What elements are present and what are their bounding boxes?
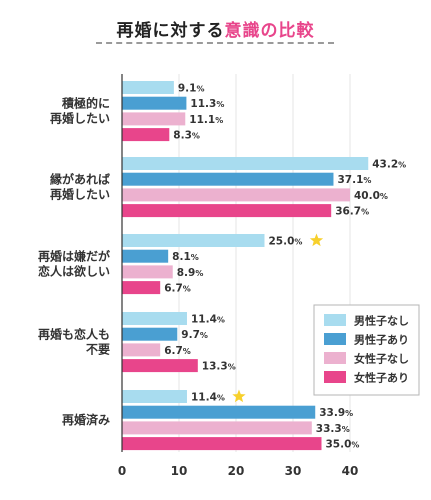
bar	[122, 249, 169, 263]
bar-value-label: 9.7%	[181, 329, 208, 341]
legend-swatch	[324, 333, 346, 345]
bar-value-label: 40.0%	[354, 190, 388, 202]
bar-value-label: 8.3%	[173, 130, 200, 142]
bar-value-label: 8.9%	[177, 267, 204, 279]
category-label: 再婚は嫌だが	[38, 249, 110, 264]
chart-title-accent: 意識の比較	[224, 21, 315, 41]
bar-value-label: 25.0%	[269, 236, 303, 248]
star-marker	[232, 389, 246, 403]
star-marker	[309, 233, 324, 247]
bar-value-label: 43.2%	[372, 159, 406, 171]
bar	[122, 265, 173, 279]
bar-value-label: 9.1%	[178, 83, 205, 95]
bar	[122, 312, 187, 325]
bar-value-label: 11.3%	[190, 98, 224, 110]
bar-value-label: 33.9%	[319, 407, 353, 419]
category-label: 再婚したい	[50, 187, 110, 202]
bar	[122, 327, 178, 341]
bar	[122, 390, 187, 403]
legend-label: 女性子あり	[354, 371, 409, 385]
category-label: 不要	[86, 342, 110, 357]
bar-value-label: 37.1%	[337, 174, 371, 186]
bar-value-label: 6.7%	[164, 345, 191, 357]
bar	[122, 405, 316, 419]
bar	[122, 343, 161, 357]
chart-title-block: 再婚に対する意識の比較	[0, 0, 431, 50]
bar-value-label: 8.1%	[172, 251, 199, 263]
x-tick-label: 40	[342, 464, 359, 478]
category-label: 再婚も恋人も	[38, 327, 110, 342]
bar	[122, 204, 332, 218]
bar	[122, 128, 170, 142]
x-tick-label: 0	[118, 464, 126, 478]
category-label: 恋人は欲しい	[38, 264, 110, 279]
bar-value-label: 36.7%	[335, 206, 369, 218]
category-label: 積極的に	[61, 96, 110, 111]
category-label: 縁があれば	[50, 172, 110, 187]
legend-swatch	[324, 371, 346, 383]
chart-title: 再婚に対する意識の比較	[0, 16, 431, 41]
bar	[122, 281, 161, 295]
bar-value-label: 33.3%	[316, 423, 350, 435]
bar-value-label: 6.7%	[164, 283, 191, 295]
bar	[122, 188, 350, 202]
legend-label: 男性子なし	[354, 314, 409, 328]
category-label: 再婚済み	[62, 412, 110, 427]
bar-value-label: 11.4%	[191, 392, 225, 404]
bar-value-label: 11.4%	[191, 314, 225, 326]
x-tick-label: 10	[171, 464, 188, 478]
legend-label: 男性子あり	[354, 333, 409, 347]
bar-value-label: 13.3%	[202, 361, 236, 373]
bar	[122, 234, 265, 247]
x-tick-label: 20	[228, 464, 245, 478]
chart-title-prefix: 再婚に対する	[116, 21, 225, 41]
legend-swatch	[324, 352, 346, 364]
legend-swatch	[324, 314, 346, 326]
bar	[122, 172, 334, 186]
x-tick-label: 30	[285, 464, 302, 478]
bar	[122, 359, 198, 373]
bar	[122, 437, 322, 451]
bar	[122, 421, 312, 435]
bar	[122, 96, 187, 110]
category-label: 再婚したい	[50, 111, 110, 126]
bar	[122, 157, 369, 170]
bar	[122, 81, 174, 94]
bar	[122, 112, 186, 126]
legend-label: 女性子なし	[354, 352, 409, 366]
title-underline	[96, 42, 334, 44]
bar-value-label: 35.0%	[326, 439, 360, 451]
bar-value-label: 11.1%	[189, 114, 223, 126]
